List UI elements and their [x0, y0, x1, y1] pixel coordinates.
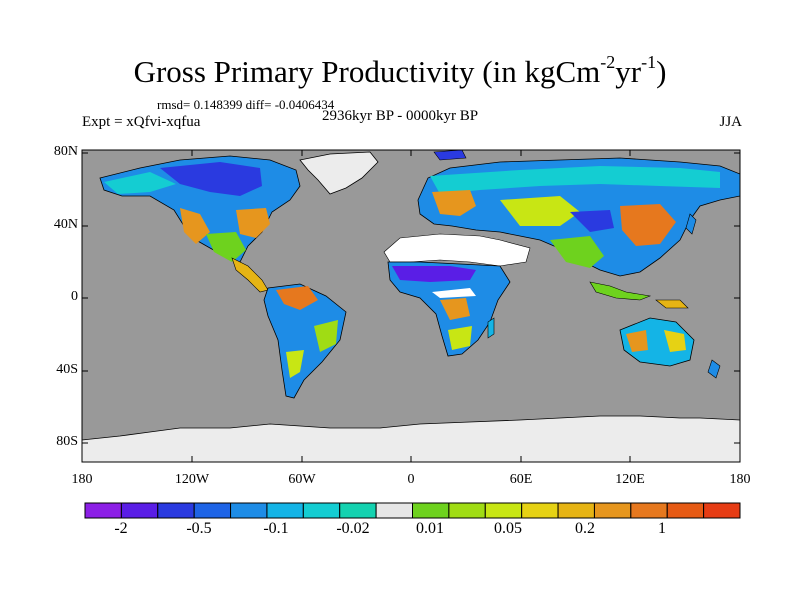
experiment-label: Expt = xQfvi-xqfua — [82, 114, 201, 130]
na-tundra — [104, 172, 176, 194]
colorbar-label: 0.01 — [416, 520, 444, 537]
arctic-islands — [433, 150, 467, 161]
lat-label: 80N — [53, 144, 78, 159]
africa-white-band — [432, 288, 476, 298]
lon-label: 60W — [288, 472, 316, 487]
na-west-orange — [180, 208, 210, 244]
lat-label: 80S — [56, 434, 78, 449]
colorbar-cell — [157, 502, 195, 519]
colorbar-cell — [302, 502, 341, 519]
season-label: JJA — [719, 114, 742, 130]
colorbar-cell — [412, 502, 450, 519]
greenland — [299, 151, 379, 195]
na-east-orange — [236, 208, 270, 238]
australia-west-orange — [626, 330, 648, 352]
sa-east-green — [314, 320, 338, 352]
colorbar-cell — [339, 502, 377, 519]
sa-amazon-orange — [276, 286, 318, 310]
lon-label: 60E — [509, 472, 533, 487]
colorbar-cell — [448, 502, 486, 519]
new-guinea — [655, 299, 689, 309]
colorbar-cell — [557, 502, 595, 519]
na-boreal-dark — [160, 162, 262, 196]
stats-text: rmsd= 0.148399 diff= -0.0406434 — [157, 97, 335, 112]
sa-south-yellow — [286, 350, 304, 378]
colorbar-label: -0.5 — [186, 520, 212, 537]
colorbar-cell — [266, 502, 304, 519]
colorbar-label: 1 — [658, 520, 666, 537]
colorbar-cell — [593, 502, 632, 519]
europe-orange — [432, 190, 476, 216]
colorbar-cell — [375, 502, 413, 519]
colorbar-label: -0.02 — [336, 520, 370, 537]
indonesia — [589, 281, 652, 301]
lon-label: 0 — [407, 472, 415, 487]
lat-label: 0 — [71, 289, 78, 304]
map-title: Gross Primary Productivity (in kgCm-2yr-… — [133, 52, 667, 89]
tibet-blue — [570, 210, 614, 232]
lat-label: 40N — [53, 217, 78, 232]
central-america — [231, 257, 269, 293]
colorbar-label: -2 — [114, 520, 128, 537]
lat-ticks — [82, 152, 740, 444]
madagascar — [487, 317, 495, 339]
colorbar-label: 0.05 — [494, 520, 522, 537]
australia-east-yellow — [664, 330, 686, 352]
lon-ticks — [81, 150, 741, 462]
africa-south-yellow — [448, 326, 472, 350]
south-america — [263, 283, 347, 399]
eurasia-north-green — [430, 166, 720, 194]
colorbar-cell — [666, 502, 705, 519]
lon-label: 120E — [615, 472, 645, 487]
colorbar-cell — [703, 502, 741, 519]
lon-label: 180 — [71, 472, 93, 487]
asia-south-green — [550, 236, 604, 268]
colorbar-cell — [630, 502, 668, 519]
japan — [685, 213, 697, 235]
africa-central-orange — [440, 298, 470, 320]
asia-east-orange — [620, 204, 676, 246]
lat-label: 40S — [56, 362, 78, 377]
australia — [619, 317, 695, 367]
colorbar-cell — [484, 502, 523, 519]
lon-label: 120W — [174, 472, 210, 487]
period-label: 2936kyr BP - 0000kyr BP — [322, 108, 479, 124]
new-zealand — [707, 359, 721, 379]
colorbar-cell — [120, 502, 159, 519]
na-south-green — [206, 232, 246, 262]
colorbar-label: 0.2 — [575, 520, 595, 537]
sahel-purple — [392, 266, 476, 282]
colorbar-cell — [230, 502, 268, 519]
colorbar — [84, 502, 741, 519]
colorbar-label: -0.1 — [263, 520, 289, 537]
antarctica — [82, 415, 740, 462]
asia-central-yellow — [500, 196, 580, 226]
colorbar-cell — [193, 502, 232, 519]
colorbar-cell — [521, 502, 559, 519]
lon-label: 180 — [729, 472, 751, 487]
colorbar-cell — [84, 502, 122, 519]
